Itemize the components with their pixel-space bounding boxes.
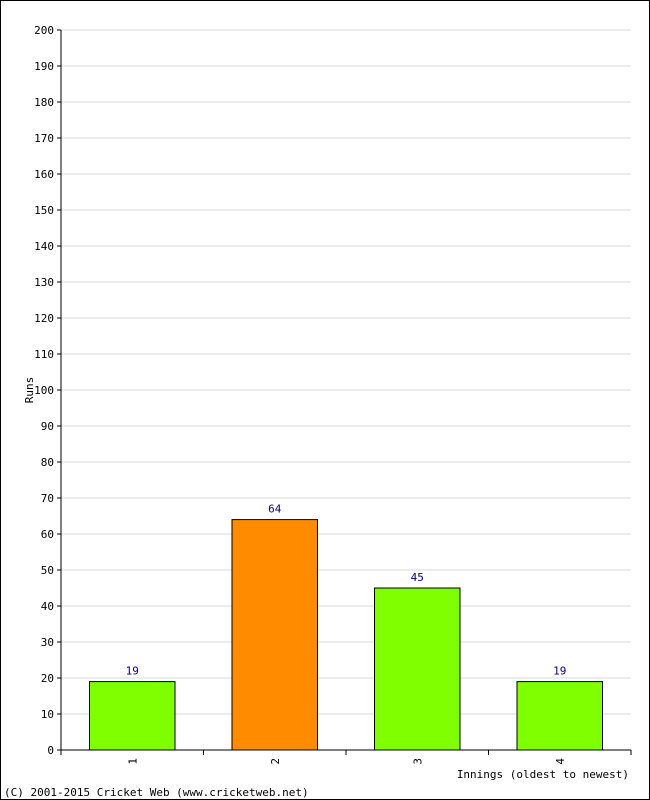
- y-tick-label: 130: [34, 276, 54, 289]
- copyright-footer: (C) 2001-2015 Cricket Web (www.cricketwe…: [4, 786, 309, 799]
- y-tick-label: 160: [34, 168, 54, 181]
- bars: [89, 519, 603, 751]
- y-tick-label: 20: [41, 672, 54, 685]
- bar-value-label: 19: [126, 665, 139, 678]
- bar-value-label: 45: [411, 571, 424, 584]
- y-tick-label: 170: [34, 132, 54, 145]
- x-tick-label: 3: [411, 758, 424, 765]
- y-tick-label: 190: [34, 60, 54, 73]
- y-tick-label: 90: [41, 420, 54, 433]
- bar-innings-1: [89, 681, 176, 751]
- y-tick-label: 150: [34, 204, 54, 217]
- bar-value-label: 19: [553, 665, 566, 678]
- y-tick-label: 80: [41, 456, 54, 469]
- y-tick-label: 180: [34, 96, 54, 109]
- gridlines: [61, 29, 631, 715]
- bar-value-label: 64: [268, 503, 282, 516]
- y-tick-label: 100: [34, 384, 54, 397]
- x-axis-title: Innings (oldest to newest): [457, 768, 629, 781]
- x-tick-label: 4: [554, 758, 567, 765]
- y-tick-label: 70: [41, 492, 54, 505]
- bar-innings-4: [516, 681, 603, 751]
- y-tick-label: 60: [41, 528, 54, 541]
- y-tick-label: 10: [41, 708, 54, 721]
- y-tick-label: 110: [34, 348, 54, 361]
- y-tick-label: 200: [34, 24, 54, 37]
- y-tick-label: 0: [47, 744, 54, 757]
- value-labels: 19 64 45 19: [126, 503, 567, 678]
- y-tick-label: 50: [41, 564, 54, 577]
- x-axis: 1 2 3 4: [60, 749, 632, 765]
- y-tick-label: 120: [34, 312, 54, 325]
- y-axis-title: Runs: [23, 377, 36, 404]
- bar-innings-3: [374, 587, 461, 751]
- x-tick-label: 2: [269, 758, 282, 765]
- x-tick-label: 1: [126, 758, 139, 765]
- y-tick-label: 140: [34, 240, 54, 253]
- y-tick-label: 30: [41, 636, 54, 649]
- y-tick-label: 40: [41, 600, 54, 613]
- y-axis: 0 10 20 30 40 50 60 70 80 90 100 110 120 130 140 150 160…: [34, 24, 62, 757]
- bar-innings-2: [231, 519, 318, 751]
